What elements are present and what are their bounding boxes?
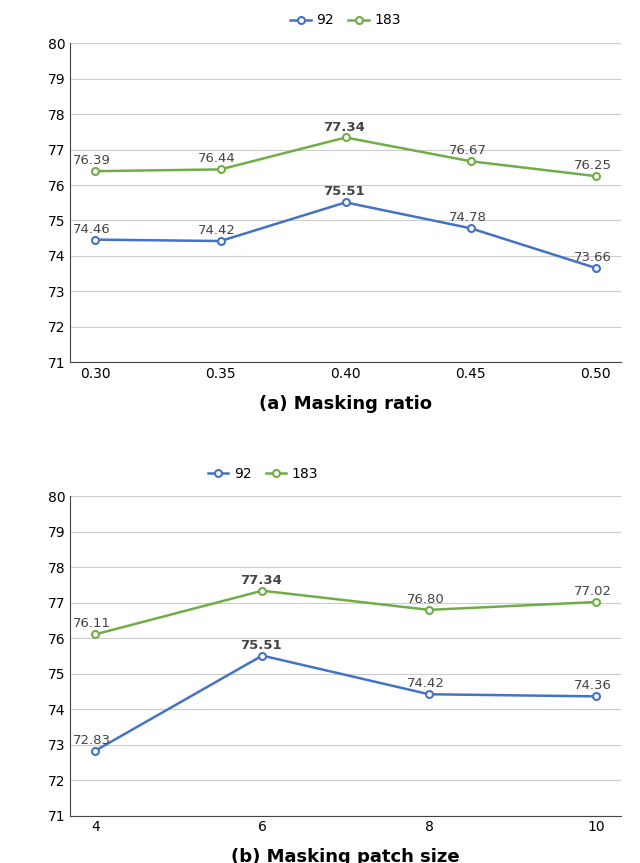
92 <box>342 198 349 208</box>
Text: 76.25: 76.25 <box>573 159 612 173</box>
183 <box>92 629 99 639</box>
Text: 73.66: 73.66 <box>573 251 611 264</box>
Text: 74.42: 74.42 <box>198 224 236 237</box>
Text: 76.44: 76.44 <box>198 153 236 166</box>
183 <box>425 605 433 615</box>
Text: 74.46: 74.46 <box>73 223 111 236</box>
Line: 183: 183 <box>92 587 599 638</box>
Text: 76.80: 76.80 <box>407 593 445 606</box>
Text: 77.34: 77.34 <box>240 574 282 587</box>
Line: 183: 183 <box>92 134 599 180</box>
Text: 76.11: 76.11 <box>73 617 111 630</box>
183 <box>259 585 266 595</box>
Text: 76.67: 76.67 <box>449 144 486 157</box>
X-axis label: (a) Masking ratio: (a) Masking ratio <box>259 395 432 413</box>
Text: 77.34: 77.34 <box>323 121 365 134</box>
Legend: 92, 183: 92, 183 <box>202 461 324 486</box>
92 <box>92 235 99 245</box>
Text: 74.78: 74.78 <box>449 211 486 224</box>
92 <box>467 224 474 234</box>
Legend: 92, 183: 92, 183 <box>285 8 406 33</box>
Text: 77.02: 77.02 <box>573 585 612 598</box>
183 <box>217 164 225 174</box>
Text: 75.51: 75.51 <box>240 639 282 652</box>
92 <box>592 691 600 702</box>
183 <box>342 132 349 142</box>
92 <box>217 236 225 246</box>
92 <box>592 263 600 274</box>
Text: 76.39: 76.39 <box>73 154 111 167</box>
92 <box>92 746 99 756</box>
183 <box>592 171 600 181</box>
Line: 92: 92 <box>92 652 599 754</box>
Text: 75.51: 75.51 <box>323 186 365 198</box>
183 <box>92 166 99 176</box>
92 <box>259 651 266 661</box>
Line: 92: 92 <box>92 198 599 272</box>
X-axis label: (b) Masking patch size: (b) Masking patch size <box>231 848 460 863</box>
92 <box>425 689 433 699</box>
Text: 74.42: 74.42 <box>407 677 445 690</box>
183 <box>592 597 600 608</box>
183 <box>467 156 474 167</box>
Text: 72.83: 72.83 <box>73 734 111 746</box>
Text: 74.36: 74.36 <box>573 679 611 692</box>
